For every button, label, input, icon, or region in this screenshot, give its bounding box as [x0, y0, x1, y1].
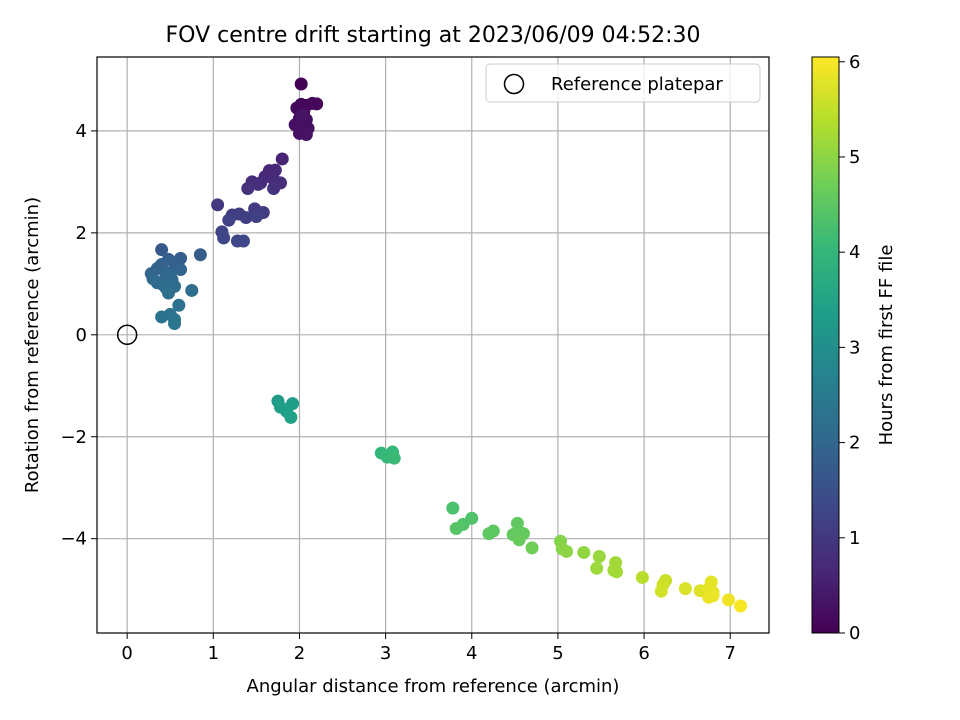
data-point: [295, 109, 309, 123]
data-point: [512, 533, 526, 547]
legend-reference-marker-icon: [503, 73, 525, 95]
colorbar-tick-label: 6: [849, 52, 860, 73]
data-point: [449, 522, 463, 536]
data-point: [172, 298, 186, 312]
reference-marker-layer: [116, 324, 138, 346]
data-point: [284, 410, 298, 424]
data-point: [155, 243, 169, 257]
data-point: [734, 599, 748, 613]
colorbar-ticks: 0 1 2 3 4 5 6: [839, 52, 860, 644]
legend-entry-label: Reference platepar: [551, 74, 723, 95]
data-point: [241, 182, 255, 196]
y-axis-ticks: −4 −2 0 2 4: [60, 121, 97, 550]
data-point: [251, 177, 265, 191]
data-point: [267, 182, 281, 196]
y-tick-label: 2: [76, 223, 87, 244]
data-point: [217, 231, 231, 245]
data-point: [525, 541, 539, 555]
data-point: [185, 283, 199, 297]
colorbar-tick-label: 2: [849, 433, 860, 454]
plot-frame: [96, 56, 770, 634]
data-point: [510, 516, 524, 530]
chart-title: FOV centre drift starting at 2023/06/09 …: [166, 23, 701, 48]
colorbar-label: Hours from first FF file: [876, 245, 897, 446]
data-point: [239, 211, 253, 225]
data-point: [635, 570, 649, 584]
data-point: [249, 210, 263, 224]
y-tick-label: −2: [60, 427, 87, 448]
x-tick-label: 0: [121, 643, 132, 664]
legend: Reference platepar: [485, 63, 761, 103]
x-tick-label: 1: [208, 643, 219, 664]
data-point: [168, 317, 182, 331]
data-point: [174, 263, 188, 277]
data-point: [294, 77, 308, 91]
data-point: [310, 97, 324, 111]
y-axis-label: Rotation from reference (arcmin): [22, 197, 43, 493]
colorbar-tick-label: 3: [849, 337, 860, 358]
data-point: [592, 550, 606, 564]
legend-box: [485, 63, 761, 103]
y-tick-label: 0: [76, 325, 87, 346]
data-point: [722, 593, 736, 607]
data-point: [155, 310, 169, 324]
data-point: [211, 198, 225, 212]
x-tick-label: 6: [638, 643, 649, 664]
data-point: [590, 561, 604, 575]
data-points: [144, 77, 748, 613]
data-point: [162, 286, 176, 300]
grid: [97, 57, 769, 633]
y-tick-label: −4: [60, 529, 87, 550]
colorbar-gradient: [811, 56, 840, 634]
data-point: [193, 248, 207, 262]
y-tick-label: 4: [76, 121, 87, 142]
x-axis-ticks: 0 1 2 3 4 5 6 7: [121, 633, 736, 664]
data-point: [387, 451, 401, 465]
colorbar-tick-label: 4: [849, 242, 860, 263]
data-point: [706, 589, 720, 603]
colorbar: 0 1 2 3 4 5 6 Hours from first FF file: [811, 52, 897, 644]
reference-platepar-marker: [116, 324, 138, 346]
colorbar-tick-label: 5: [849, 147, 860, 168]
data-point: [577, 545, 591, 559]
data-point: [654, 584, 668, 598]
x-tick-label: 7: [725, 643, 736, 664]
x-tick-label: 4: [466, 643, 477, 664]
x-tick-label: 5: [552, 643, 563, 664]
data-point: [610, 565, 624, 579]
x-axis-label: Angular distance from reference (arcmin): [247, 676, 620, 697]
x-tick-label: 3: [380, 643, 391, 664]
x-tick-label: 2: [294, 643, 305, 664]
data-point: [222, 213, 236, 227]
data-point: [299, 127, 313, 141]
data-point: [236, 234, 250, 248]
data-point: [275, 152, 289, 166]
data-point: [560, 544, 574, 558]
data-point: [482, 527, 496, 541]
data-point: [678, 582, 692, 596]
data-point: [446, 501, 460, 515]
colorbar-tick-label: 1: [849, 528, 860, 549]
colorbar-tick-label: 0: [849, 623, 860, 644]
